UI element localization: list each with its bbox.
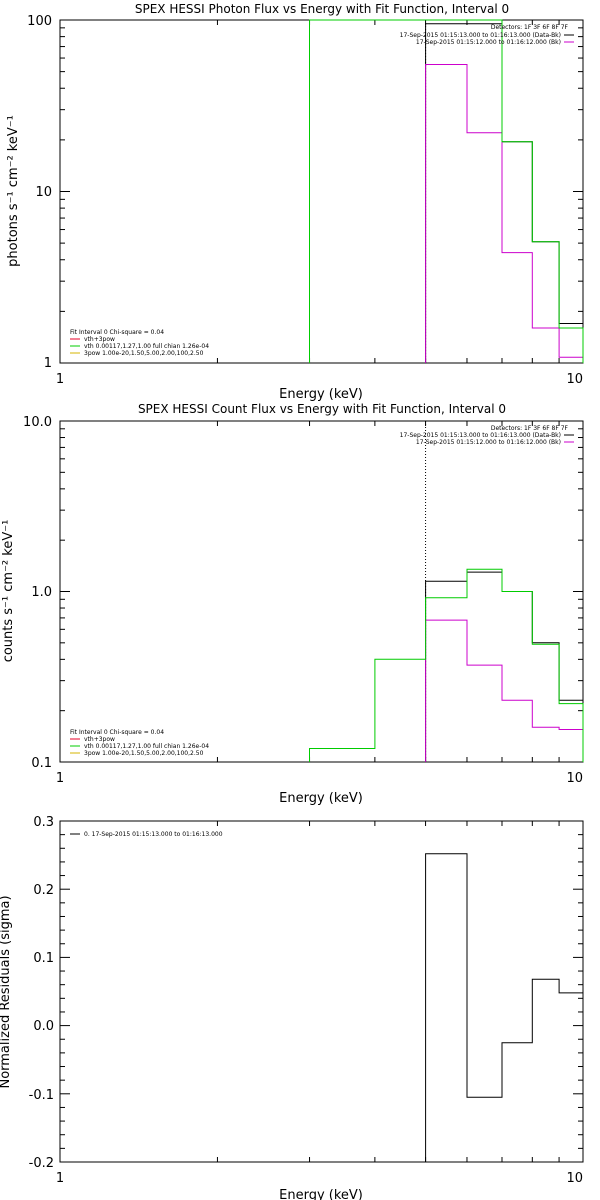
count-flux-series-1 — [425, 619, 584, 762]
count-flux-panel: SPEX HESSI Count Flux vs Energy with Fit… — [1, 402, 584, 806]
photon-flux-series — [309, 19, 584, 363]
photon-flux-detectors: Detectors: 1F 3F 6F 8F 7F — [491, 24, 569, 31]
photon-flux-ytick-label-100: 100 — [27, 14, 52, 29]
count-flux-legend-title: Fit Interval 0 Chi-square = 0.04 — [70, 729, 164, 736]
photon-flux-legend-item-3: 3pow 1.00e-20,1.50,5.00,2.00,100,2.50 — [84, 350, 204, 357]
count-flux-series-2 — [309, 568, 584, 762]
count-flux-legend: Fit Interval 0 Chi-square = 0.04 vth+3po… — [70, 729, 209, 757]
residuals-ytick-label-neg0.2: -0.2 — [29, 1156, 54, 1171]
residuals-series-0 — [425, 853, 583, 1162]
photon-flux-title: SPEX HESSI Photon Flux vs Energy with Fi… — [135, 2, 509, 16]
photon-flux-header: Detectors: 1F 3F 6F 8F 7F 17-Sep-2015 01… — [400, 24, 574, 46]
photon-flux-legend-item-1: vth+3pow — [84, 336, 115, 343]
photon-flux-data-interval: 17-Sep-2015 01:15:13.000 to 01:16:13.000… — [400, 32, 561, 39]
residuals-panel: Normalized Residuals (sigma) Energy (keV… — [0, 815, 584, 1200]
residuals-xtick-label-1: 1 — [56, 1171, 64, 1186]
photon-flux-xtick-label-10: 10 — [566, 372, 583, 387]
photon-flux-legend-item-2: vth 0.00117,1.27,1.00 full chian 1.26e-0… — [84, 343, 209, 350]
count-flux-title: SPEX HESSI Count Flux vs Energy with Fit… — [138, 402, 506, 416]
residuals-legend: 0. 17-Sep-2015 01:15:13.000 to 01:16:13.… — [70, 831, 223, 838]
count-flux-xlabel: Energy (keV) — [279, 791, 363, 806]
residuals-ytick-label-neg0.1: -0.1 — [29, 1088, 54, 1103]
count-flux-detectors: Detectors: 1F 3F 6F 8F 7F — [491, 425, 569, 432]
residuals-ticks — [59, 820, 584, 1163]
count-flux-xtick-label-1: 1 — [56, 771, 64, 786]
photon-flux-ytick-label-10: 10 — [35, 185, 52, 200]
photon-flux-legend-title: Fit Interval 0 Chi-square = 0.04 — [70, 329, 164, 336]
photon-flux-bk-interval: 17-Sep-2015 01:15:12.000 to 01:16:12.000… — [416, 39, 561, 46]
residuals-ytick-label-0.2: 0.2 — [33, 883, 54, 898]
photon-flux-legend: Fit Interval 0 Chi-square = 0.04 vth+3po… — [70, 329, 209, 357]
count-flux-ylabel: counts s⁻¹ cm⁻² keV⁻¹ — [1, 520, 16, 663]
photon-flux-xtick-label-1: 1 — [56, 372, 64, 387]
photon-flux-series-1 — [425, 64, 584, 363]
photon-flux-ytick-label-1: 1 — [44, 356, 52, 371]
count-flux-ytick-label-1.0: 1.0 — [31, 585, 52, 600]
residuals-series — [425, 853, 583, 1162]
count-flux-ticks — [59, 420, 584, 763]
residuals-ytick-label-0.1: 0.1 — [33, 951, 54, 966]
residuals-legend-item: 0. 17-Sep-2015 01:15:13.000 to 01:16:13.… — [84, 831, 223, 838]
photon-flux-xlabel: Energy (keV) — [279, 387, 363, 402]
count-flux-ytick-label-10.0: 10.0 — [23, 415, 52, 430]
residuals-ytick-label-0.3: 0.3 — [33, 815, 54, 830]
count-flux-legend-item-2: vth 0.00117,1.27,1.00 full chian 1.26e-0… — [84, 743, 209, 750]
photon-flux-ticks — [59, 19, 584, 364]
count-flux-legend-item-3: 3pow 1.00e-20,1.50,5.00,2.00,100,2.50 — [84, 750, 204, 757]
count-flux-header: Detectors: 1F 3F 6F 8F 7F 17-Sep-2015 01… — [400, 425, 574, 446]
count-flux-xtick-label-10: 10 — [566, 771, 583, 786]
residuals-xlabel: Energy (keV) — [279, 1188, 363, 1200]
count-flux-legend-item-1: vth+3pow — [84, 736, 115, 743]
photon-flux-ylabel: photons s⁻¹ cm⁻² keV⁻¹ — [6, 115, 21, 267]
count-flux-series — [309, 421, 584, 762]
photon-flux-panel: SPEX HESSI Photon Flux vs Energy with Fi… — [6, 2, 584, 402]
count-flux-bk-interval: 17-Sep-2015 01:15:12.000 to 01:16:12.000… — [416, 439, 561, 446]
residuals-plot-frame — [59, 820, 584, 1163]
residuals-ytick-label-0.0: 0.0 — [33, 1019, 54, 1034]
count-flux-ytick-label-0.1: 0.1 — [31, 756, 52, 771]
count-flux-data-interval: 17-Sep-2015 01:15:13.000 to 01:16:13.000… — [400, 432, 561, 439]
residuals-ylabel: Normalized Residuals (sigma) — [0, 895, 13, 1088]
residuals-xtick-label-10: 10 — [566, 1171, 583, 1186]
photon-flux-series-2 — [309, 19, 584, 363]
